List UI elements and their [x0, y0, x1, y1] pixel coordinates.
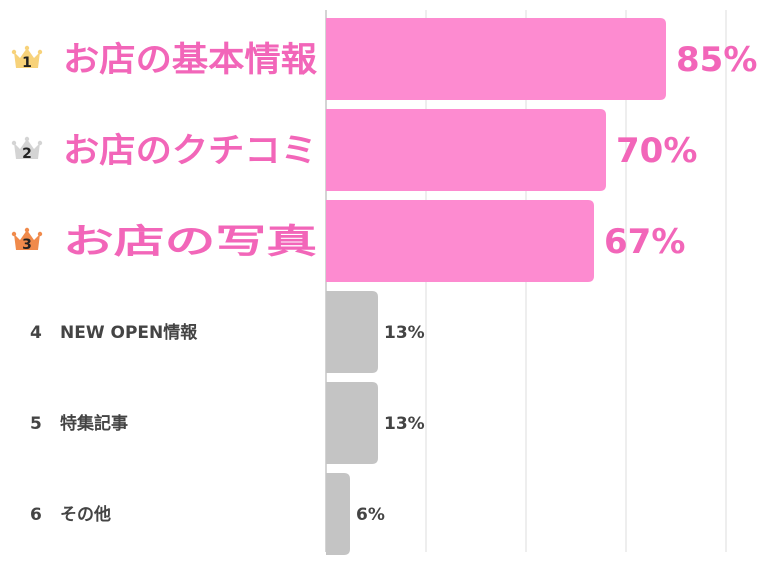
- rank-number-6: 6: [30, 505, 42, 525]
- value-label-1: 85%: [676, 40, 757, 80]
- category-label-4: NEW OPEN情報: [60, 322, 198, 343]
- bars: [326, 18, 666, 555]
- crown-silver-icon: 2: [11, 136, 43, 162]
- rank-number-2: 2: [22, 146, 32, 162]
- category-label-1: お店の基本情報: [63, 40, 317, 80]
- category-label-3: お店の写真: [63, 222, 317, 262]
- crown-gold-icon: 1: [11, 45, 43, 71]
- value-label-2: 70%: [616, 131, 697, 171]
- category-label-5: 特集記事: [60, 413, 128, 434]
- crown-bronze-icon: 3: [11, 227, 43, 253]
- value-label-3: 67%: [604, 222, 685, 262]
- value-labels: 85% 70% 67% 13% 13% 6%: [356, 40, 757, 525]
- category-label-6: その他: [60, 504, 111, 525]
- value-label-4: 13%: [384, 323, 425, 343]
- value-label-6: 6%: [356, 505, 385, 525]
- category-label-2: お店のクチコミ: [63, 131, 317, 171]
- bar-2: [326, 109, 606, 191]
- rank-number-3: 3: [22, 237, 32, 253]
- rank-number-5: 5: [30, 414, 42, 434]
- value-label-5: 13%: [384, 414, 425, 434]
- rank-number-4: 4: [30, 323, 42, 343]
- bar-4: [326, 291, 378, 373]
- bar-3: [326, 200, 594, 282]
- bar-1: [326, 18, 666, 100]
- rank-number-1: 1: [22, 55, 32, 71]
- category-labels: 1 お店の基本情報 2 お店のクチコミ 3 お店の写真 4 NEW OPEN情報 5 特集記事 6 そ…: [11, 40, 317, 525]
- bar-5: [326, 382, 378, 464]
- bar-6: [326, 473, 350, 555]
